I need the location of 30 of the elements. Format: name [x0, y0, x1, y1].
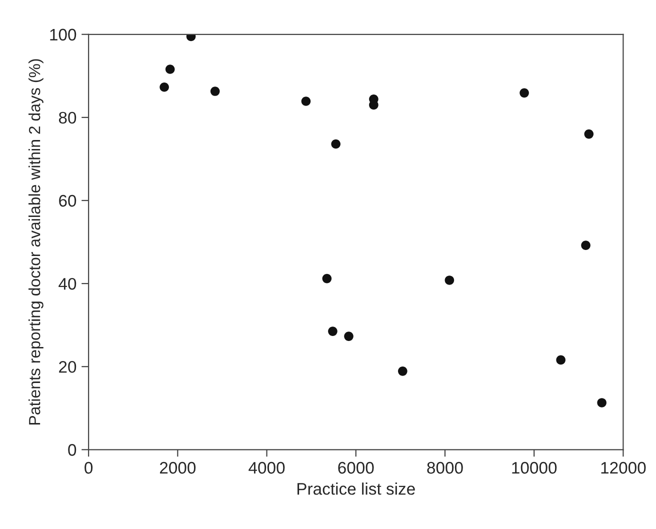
- point: [322, 274, 332, 284]
- x-axis-title: Practice list size: [298, 482, 415, 495]
- y-tick-label: 0: [68, 444, 76, 456]
- x-tick-label: 12000: [601, 462, 646, 474]
- point: [344, 332, 354, 341]
- point: [331, 139, 340, 149]
- point: [165, 64, 175, 74]
- point: [160, 82, 169, 92]
- x-tick-label: 4000: [248, 462, 285, 474]
- point: [210, 86, 220, 96]
- point: [398, 366, 408, 376]
- point: [556, 355, 566, 365]
- point: [584, 129, 594, 139]
- x-tick-label: 6000: [338, 462, 374, 474]
- x-tick-label: 2000: [160, 462, 196, 474]
- y-tick-label: 80: [58, 112, 76, 124]
- y-axis-title: Patients reporting doctor available within 2 days (%): [28, 59, 44, 424]
- point: [301, 96, 311, 106]
- point: [597, 398, 606, 408]
- x-tick-label: 0: [84, 462, 93, 474]
- point: [444, 276, 454, 285]
- point: [520, 88, 529, 98]
- y-tick-label: 20: [59, 361, 76, 373]
- point: [328, 326, 338, 336]
- y-tick-label: 40: [58, 278, 76, 290]
- point: [581, 240, 590, 250]
- x-tick-label: 10000: [512, 462, 557, 474]
- x-tick-label: 8000: [427, 462, 463, 474]
- y-tick-label: 100: [50, 28, 76, 41]
- y-tick-label: 60: [59, 194, 76, 207]
